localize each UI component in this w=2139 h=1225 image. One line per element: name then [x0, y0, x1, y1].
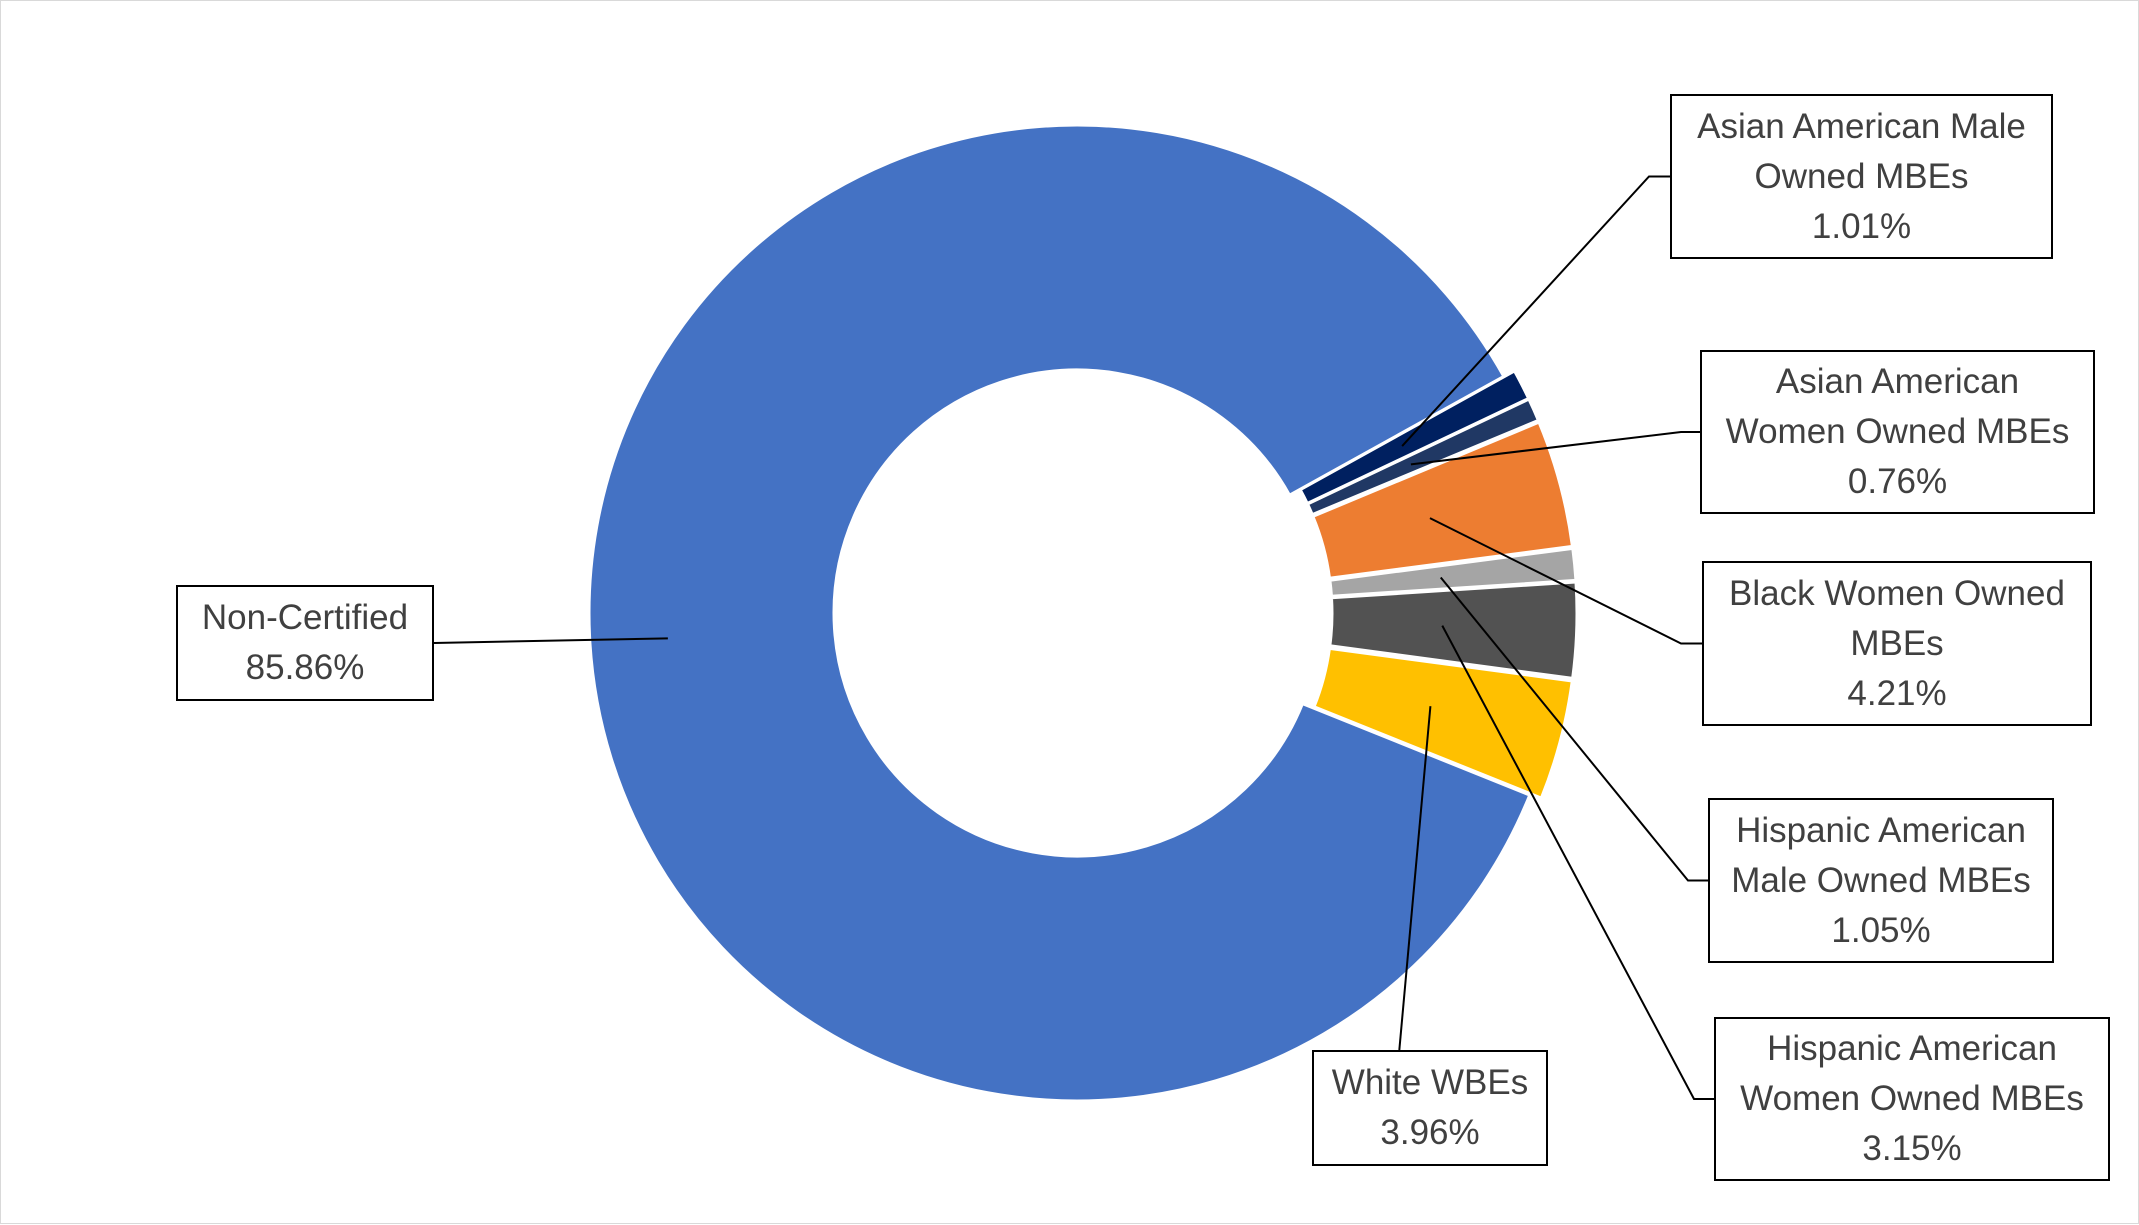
donut-slice-6: [587, 123, 1532, 1103]
leader-line-5: [1398, 706, 1432, 1051]
slice-name-line: Hispanic American: [1767, 1029, 2057, 1068]
leader-line-3: [1439, 576, 1708, 882]
leader-line-2: [1429, 517, 1702, 645]
data-label-non-certified: Non-Certified 85.86%: [176, 585, 434, 701]
data-label-asian-american-male: Asian American Male Owned MBEs 1.01%: [1670, 94, 2053, 259]
data-label-black-women: Black Women Owned MBEs 4.21%: [1702, 561, 2092, 726]
donut-slice-1: [1305, 397, 1541, 517]
leader-line-4: [1441, 625, 1714, 1100]
donut-slice-4: [1328, 580, 1579, 681]
slice-name-line: Asian American: [1775, 362, 2020, 401]
slice-value: 85.86%: [245, 648, 365, 687]
slice-name-line: MBEs: [1850, 623, 1944, 663]
slice-value: 3.96%: [1380, 1113, 1480, 1152]
leader-line-0: [1401, 175, 1670, 447]
leader-lines: [433, 175, 1714, 1100]
data-label-white-wbes: White WBEs 3.96%: [1312, 1050, 1548, 1166]
slice-name-line: Owned MBEs: [1754, 156, 1969, 196]
slice-name-line: Women Owned MBEs: [1740, 1079, 2084, 1118]
donut-slice-5: [1312, 646, 1574, 801]
donut-slice-2: [1310, 420, 1575, 580]
slice-value: 0.76%: [1847, 462, 1948, 501]
data-label-hispanic-american-male: Hispanic American Male Owned MBEs 1.05%: [1708, 798, 2054, 963]
slice-name-line: Asian American Male: [1697, 106, 2026, 146]
slice-name-line: Non-Certified: [201, 598, 409, 637]
donut-slices: [587, 123, 1579, 1103]
data-label-hispanic-american-women: Hispanic American Women Owned MBEs 3.15%: [1714, 1017, 2110, 1181]
slice-value: 1.05%: [1831, 910, 1931, 950]
data-label-asian-american-women: Asian American Women Owned MBEs 0.76%: [1700, 350, 2095, 514]
slice-value: 3.15%: [1862, 1129, 1962, 1168]
leader-line-6: [433, 637, 668, 644]
slice-value: 4.21%: [1847, 673, 1947, 713]
slice-name-line: White WBEs: [1331, 1063, 1529, 1102]
slice-name-line: Black Women Owned: [1729, 573, 2065, 613]
slice-name-line: Hispanic American: [1736, 810, 2026, 850]
slice-value: 1.01%: [1811, 206, 1912, 246]
slice-name-line: Women Owned MBEs: [1725, 412, 2070, 451]
leader-line-1: [1410, 431, 1700, 466]
slice-name-line: Male Owned MBEs: [1731, 860, 2031, 900]
